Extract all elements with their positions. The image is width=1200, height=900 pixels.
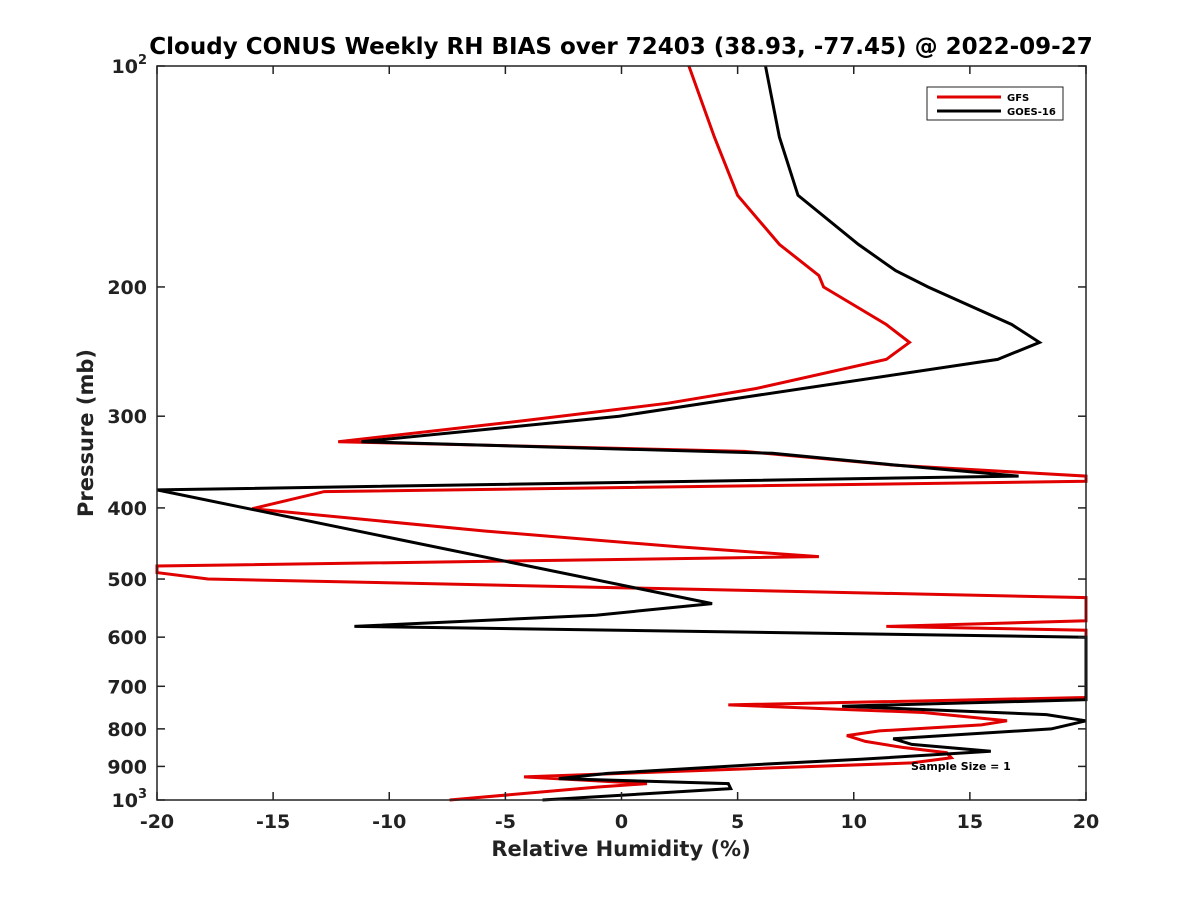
legend-box	[926, 86, 1064, 121]
y-tick-label: 102	[112, 53, 148, 78]
y-tick-label: 800	[107, 719, 147, 741]
y-tick-label-exponent: 2	[138, 53, 147, 68]
sample-size-annotation: Sample Size = 1	[911, 760, 1011, 773]
x-tick-label: 20	[1073, 811, 1099, 833]
x-tick-label: -20	[140, 811, 174, 833]
y-tick-label: 500	[107, 569, 147, 591]
x-axis-label: Relative Humidity (%)	[491, 837, 750, 861]
y-tick-label: 103	[112, 787, 148, 812]
x-tick-label: -15	[256, 811, 290, 833]
x-tick-label: 10	[841, 811, 867, 833]
x-tick-label: 5	[731, 811, 744, 833]
legend: GFS GOES-16	[926, 86, 1064, 121]
x-tick-label: 15	[957, 811, 983, 833]
y-tick-label: 300	[107, 406, 147, 428]
x-axis-ticks: -20 -15 -10 -5 0 5 10 15 20	[140, 66, 1099, 833]
y-tick-label: 200	[107, 277, 147, 299]
chart-title: Cloudy CONUS Weekly RH BIAS over 72403 (…	[149, 34, 1092, 60]
legend-label-gfs: GFS	[1007, 93, 1029, 104]
y-tick-label-base: 10	[112, 790, 138, 812]
legend-label-goes-16: GOES-16	[1007, 107, 1056, 118]
y-tick-label: 900	[107, 756, 147, 778]
series-line-gfs	[155, 65, 1088, 802]
plot-series	[155, 65, 1088, 802]
series-line-goes-16	[156, 65, 1088, 802]
x-tick-label: -10	[372, 811, 406, 833]
x-tick-label: -5	[495, 811, 516, 833]
y-tick-label: 700	[107, 676, 147, 698]
plot-frame	[156, 65, 1087, 801]
y-tick-label: 600	[107, 627, 147, 649]
y-axis-label: Pressure (mb)	[74, 349, 98, 517]
x-tick-label: 0	[615, 811, 628, 833]
y-tick-label-base: 10	[112, 56, 138, 78]
y-tick-label: 400	[107, 498, 147, 520]
y-tick-label-exponent: 3	[138, 787, 147, 802]
